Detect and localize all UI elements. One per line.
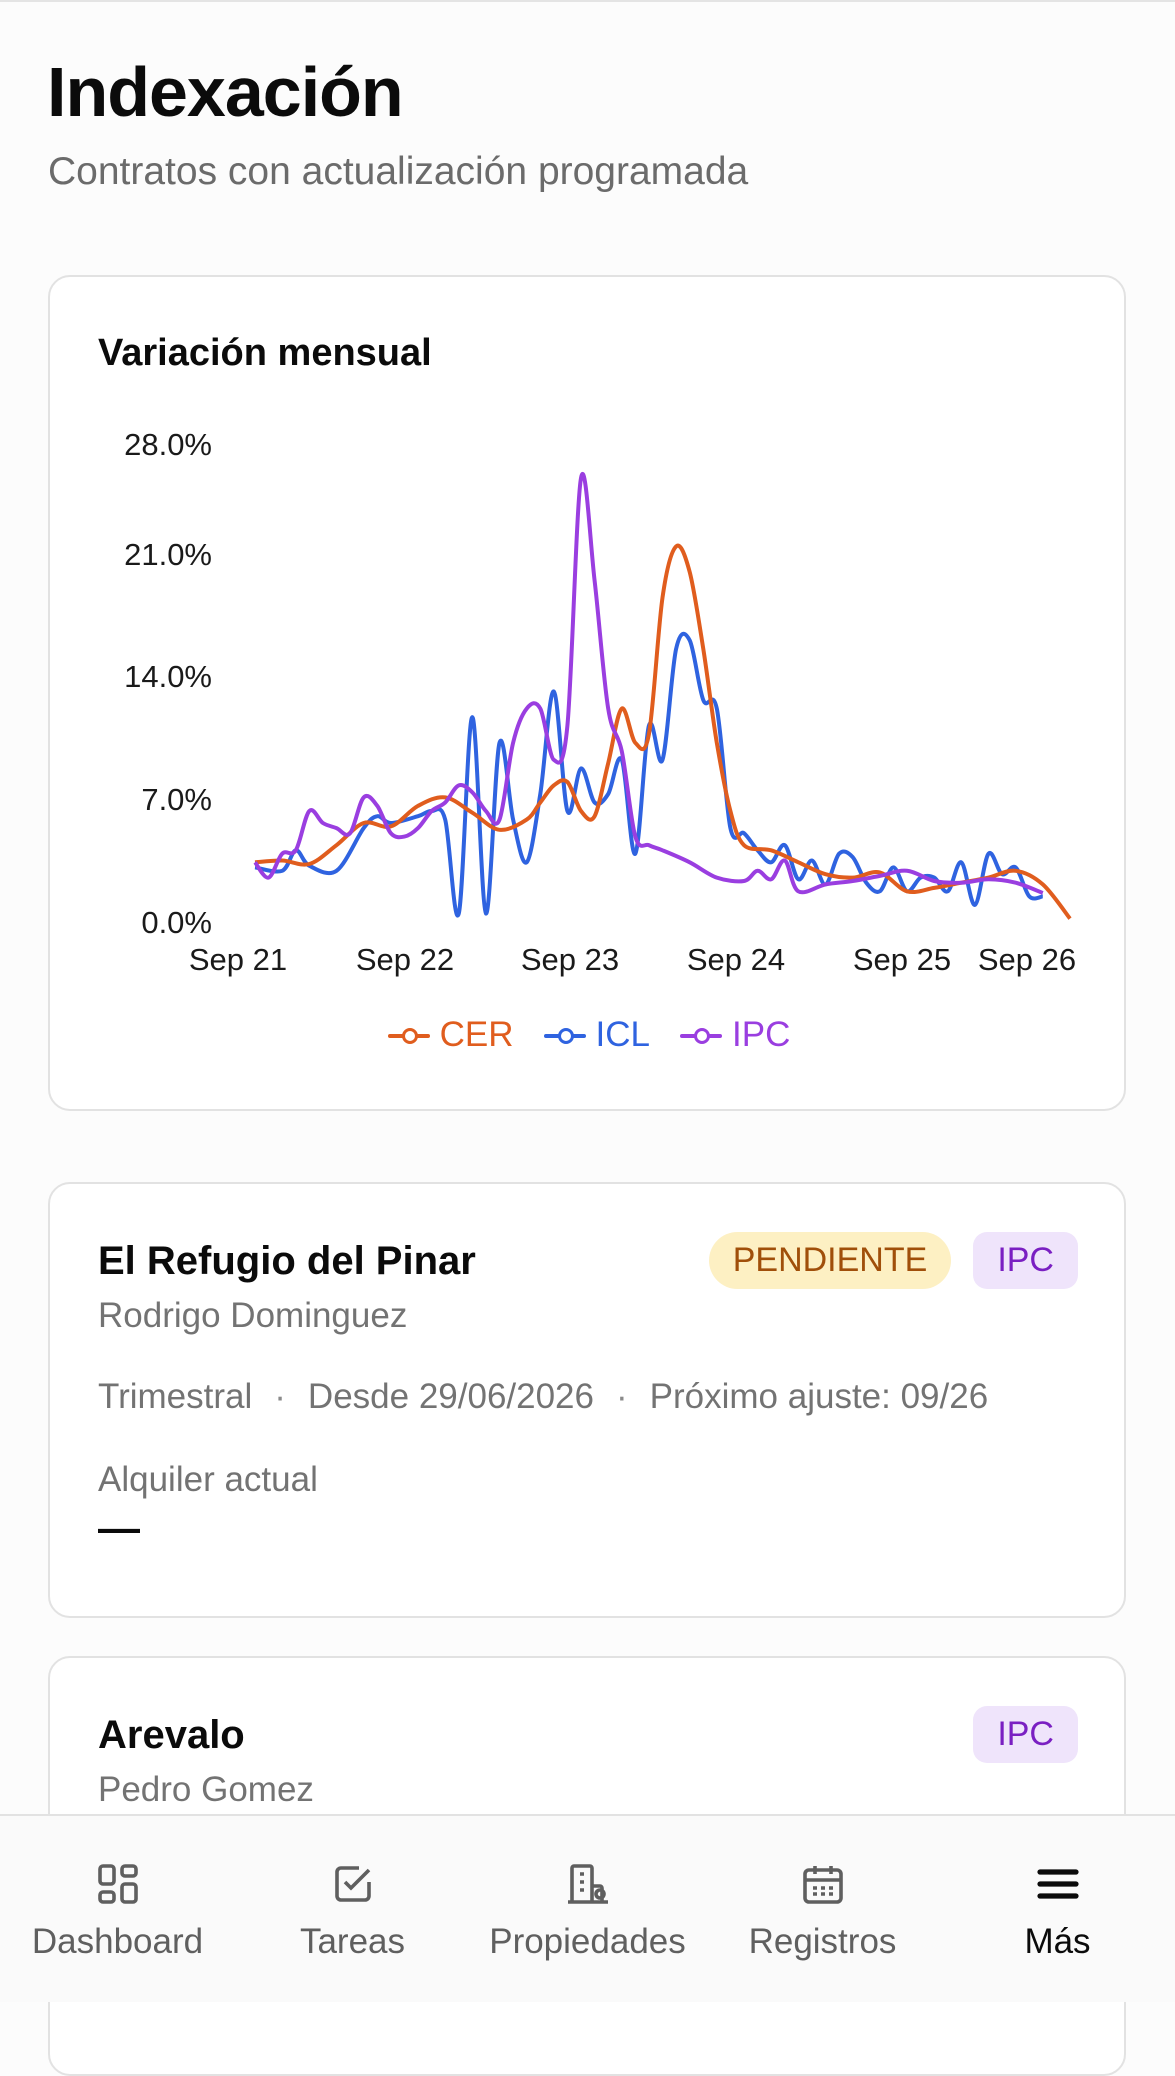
- frequency: Trimestral: [98, 1377, 253, 1416]
- chart-card: Variación mensual 28.0% 21.0% 14.0% 7.0% 0.0…: [48, 275, 1126, 1111]
- tenant-name: Pedro Gomez: [98, 1770, 314, 1809]
- contract-name: El Refugio del Pinar: [98, 1239, 476, 1283]
- nav-item-tareas[interactable]: Tareas: [235, 1816, 470, 2002]
- nav-item-registros[interactable]: Registros: [705, 1816, 940, 2002]
- legend-label: CER: [439, 1015, 514, 1054]
- x-tick-label: Sep 24: [687, 942, 785, 977]
- line-chart: 28.0% 21.0% 14.0% 7.0% 0.0%Sep 21 Sep 22 Sep 2…: [124, 427, 1076, 977]
- badges: PENDIENTE IPC: [708, 1232, 1078, 1289]
- x-tick-label: Sep 25: [853, 942, 951, 977]
- rent-label: Alquiler actual: [98, 1460, 318, 1499]
- badges: IPC: [973, 1706, 1078, 1763]
- series-line-ipc: [253, 472, 1044, 895]
- y-tick-label: 0.0%: [141, 905, 212, 940]
- legend-item-icl[interactable]: ICL: [543, 1015, 650, 1055]
- legend-marker-icon: [680, 1025, 722, 1045]
- legend-label: ICL: [595, 1015, 650, 1054]
- start-date: Desde 29/06/2026: [307, 1377, 594, 1416]
- nav-item-mas[interactable]: Más: [940, 1816, 1175, 2002]
- dashboard-icon: [97, 1864, 138, 1904]
- legend-item-ipc[interactable]: IPC: [680, 1015, 790, 1055]
- y-tick-label: 14.0%: [124, 659, 212, 694]
- x-tick-label: Sep 23: [521, 942, 619, 977]
- nav-label: Registros: [748, 1922, 897, 1961]
- x-tick-label: Sep 26: [978, 942, 1076, 977]
- menu-icon: [1036, 1869, 1079, 1899]
- status-badge: PENDIENTE: [708, 1232, 952, 1289]
- separator-dot: ·: [616, 1377, 628, 1416]
- legend-marker-icon: [543, 1025, 586, 1045]
- legend-label: IPC: [732, 1015, 791, 1054]
- tenant-name: Rodrigo Dominguez: [98, 1296, 408, 1335]
- index-badge: IPC: [973, 1706, 1078, 1763]
- tasks-icon: [334, 1866, 371, 1902]
- y-tick-label: 7.0%: [141, 782, 212, 817]
- page-title: Indexación: [47, 53, 404, 131]
- next-adjust: Próximo ajuste: 09/26: [649, 1377, 989, 1416]
- page-subtitle: Contratos con actualización programada: [48, 150, 749, 193]
- x-tick-label: Sep 21: [189, 942, 287, 977]
- x-tick-label: Sep 22: [356, 942, 454, 977]
- chart-legend: CER ICL IPC: [50, 1015, 1128, 1055]
- bottom-nav: Dashboard Tareas Propiedades Registros M…: [0, 1814, 1175, 2002]
- legend-marker-icon: [387, 1025, 430, 1045]
- separator-dot: ·: [274, 1377, 286, 1416]
- chart-title: Variación mensual: [98, 332, 432, 374]
- contract-name: Arevalo: [98, 1713, 245, 1757]
- series-line-cer: [254, 543, 1072, 920]
- contract-card[interactable]: El Refugio del Pinar PENDIENTE IPC Rodri…: [48, 1182, 1126, 1618]
- y-tick-label: 21.0%: [124, 537, 212, 572]
- calendar-icon: [802, 1866, 843, 1904]
- y-tick-label: 28.0%: [124, 427, 212, 462]
- nav-label: Propiedades: [489, 1922, 686, 1961]
- nav-label: Tareas: [299, 1922, 406, 1961]
- nav-label: Dashboard: [31, 1922, 204, 1961]
- nav-item-propiedades[interactable]: Propiedades: [470, 1816, 705, 2002]
- top-divider: [0, 0, 1175, 2]
- building-icon: [567, 1864, 608, 1904]
- contract-meta: Trimestral · Desde 29/06/2026 · Próximo …: [98, 1377, 988, 1417]
- nav-item-dashboard[interactable]: Dashboard: [0, 1816, 235, 2002]
- index-badge: IPC: [973, 1232, 1078, 1289]
- series-line-icl: [254, 631, 1044, 918]
- rent-value: —: [98, 1504, 140, 1551]
- nav-label: Más: [1024, 1922, 1091, 1961]
- legend-item-cer[interactable]: CER: [387, 1015, 514, 1055]
